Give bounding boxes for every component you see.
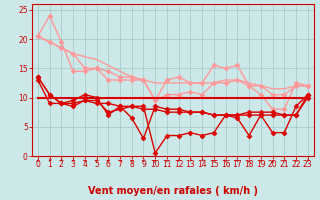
X-axis label: Vent moyen/en rafales ( km/h ): Vent moyen/en rafales ( km/h ): [88, 186, 258, 196]
